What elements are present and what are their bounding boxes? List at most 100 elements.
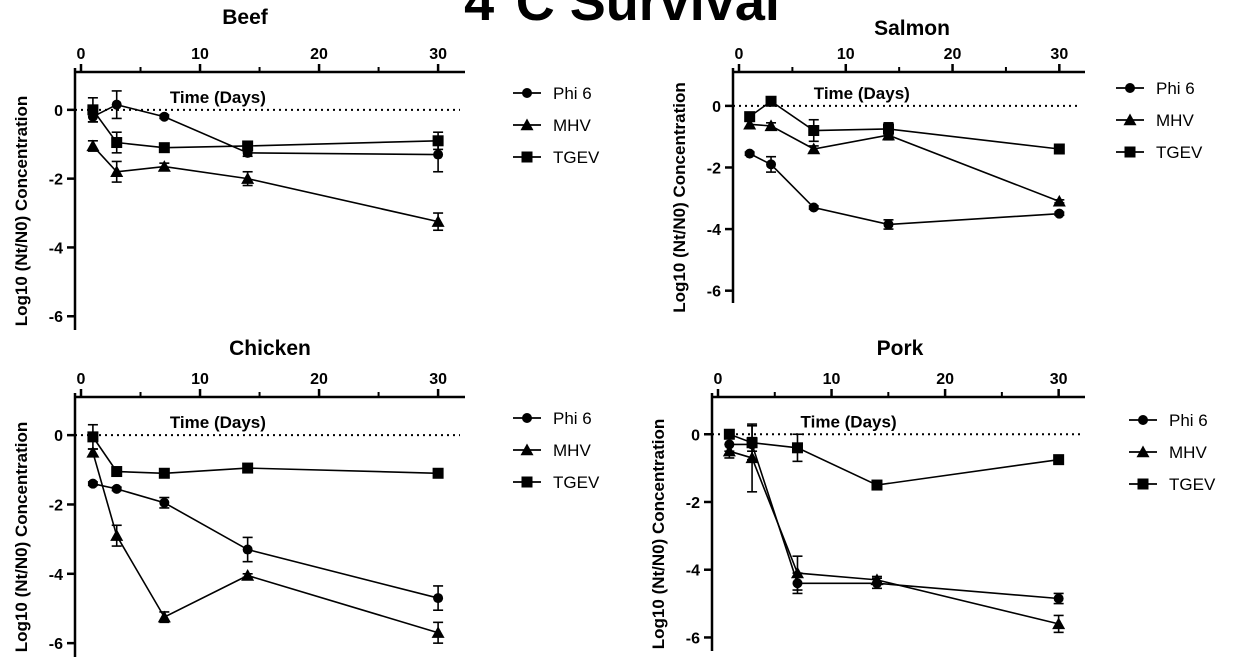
- data-point: [158, 142, 170, 154]
- data-point: [111, 466, 123, 478]
- series-line: [729, 443, 1059, 600]
- y-tick-label: -2: [707, 160, 721, 177]
- series-mhv: [86, 139, 445, 232]
- x-axis-label: Time (Days): [801, 412, 897, 431]
- series-line: [749, 152, 1060, 226]
- series-mhv: [86, 445, 445, 644]
- legend-label: MHV: [553, 116, 591, 135]
- series-phi-6: [724, 436, 1064, 605]
- y-tick-label: 0: [54, 428, 63, 445]
- legend-marker: [521, 151, 533, 163]
- legend-label: TGEV: [553, 473, 600, 492]
- data-point: [111, 99, 122, 110]
- series-line: [92, 145, 439, 223]
- data-point: [111, 137, 123, 149]
- x-axis-label: Time (Days): [170, 413, 266, 432]
- legend-marker: [520, 118, 534, 131]
- y-tick-label: -6: [707, 284, 721, 301]
- data-point: [157, 610, 171, 623]
- legend-marker: [1136, 445, 1150, 458]
- y-tick-label: -4: [707, 222, 721, 239]
- legend-marker: [1123, 113, 1137, 126]
- y-tick-label: -4: [49, 567, 63, 584]
- data-point: [746, 437, 758, 449]
- legend-label: MHV: [1156, 111, 1194, 130]
- legend-marker: [522, 88, 532, 98]
- y-tick-label: -4: [49, 240, 63, 257]
- data-point: [157, 160, 171, 172]
- y-axis-label: Log10 (Nt/N0) Concentration: [670, 82, 689, 312]
- legend-marker: [521, 476, 533, 488]
- y-tick-label: 0: [54, 103, 63, 120]
- legend-label: MHV: [1169, 443, 1207, 462]
- data-point: [241, 569, 255, 581]
- data-point: [1052, 617, 1066, 630]
- data-point: [790, 566, 804, 579]
- data-point: [87, 104, 99, 116]
- data-point: [159, 497, 170, 508]
- data-point: [241, 172, 255, 184]
- x-tick-label: 0: [714, 371, 723, 388]
- data-point: [87, 478, 98, 489]
- data-point: [242, 544, 253, 555]
- series-line: [92, 109, 439, 149]
- data-point: [766, 159, 777, 170]
- y-tick-label: 0: [712, 99, 721, 116]
- data-point: [882, 123, 894, 135]
- legend-marker: [1124, 146, 1136, 158]
- legend-marker: [1137, 478, 1149, 490]
- x-tick-label: 10: [191, 46, 209, 63]
- y-axis-label: Log10 (Nt/N0) Concentration: [12, 422, 31, 652]
- data-point: [242, 140, 254, 152]
- series-line: [92, 452, 439, 634]
- panel-chicken: Chicken 0 10 20 30 0 -2 -4 -6 Log10 (Nt/N0) Conce…: [12, 337, 600, 657]
- x-tick-label: 20: [310, 46, 328, 63]
- panel-title: Chicken: [229, 337, 311, 360]
- data-point: [431, 626, 445, 638]
- data-point: [808, 202, 819, 213]
- data-point: [723, 428, 735, 440]
- data-point: [744, 148, 755, 159]
- y-tick-label: -2: [49, 172, 63, 189]
- y-tick-label: -4: [686, 563, 700, 580]
- x-tick-label: 0: [77, 371, 86, 388]
- data-point: [743, 117, 757, 130]
- legend-label: Phi 6: [1156, 79, 1195, 98]
- data-point: [791, 442, 803, 454]
- data-point: [764, 119, 778, 132]
- data-point: [110, 165, 124, 177]
- x-tick-label: 0: [735, 46, 744, 63]
- panel-title: Pork: [877, 337, 924, 360]
- legend-marker: [520, 443, 534, 456]
- data-point: [807, 142, 821, 155]
- panel-title: Beef: [222, 6, 269, 29]
- y-tick-label: -2: [49, 497, 63, 514]
- panel-pork: Pork 0 10 20 30 0 -2 -4 -6 Log10 (Nt/N0) Concentr…: [649, 337, 1216, 651]
- data-point: [1054, 208, 1065, 219]
- y-tick-label: -6: [49, 636, 63, 653]
- x-tick-label: 10: [191, 371, 209, 388]
- legend-label: Phi 6: [553, 84, 592, 103]
- series-line: [92, 436, 439, 475]
- data-point: [158, 467, 170, 479]
- data-point: [86, 445, 100, 458]
- series-line: [729, 433, 1059, 486]
- x-axis-label: Time (Days): [814, 84, 910, 103]
- legend-label: TGEV: [553, 148, 600, 167]
- x-tick-label: 20: [936, 371, 954, 388]
- data-point: [870, 573, 884, 586]
- x-tick-label: 10: [837, 46, 855, 63]
- legend-label: Phi 6: [553, 409, 592, 428]
- data-point: [110, 529, 124, 541]
- legend-marker: [1138, 415, 1148, 425]
- data-point: [883, 219, 894, 230]
- series-mhv: [722, 423, 1066, 634]
- series-tgev: [744, 95, 1065, 155]
- y-tick-label: -6: [49, 309, 63, 326]
- data-point: [765, 95, 777, 107]
- x-tick-label: 30: [429, 46, 447, 63]
- x-tick-label: 20: [944, 46, 962, 63]
- y-tick-label: -2: [686, 495, 700, 512]
- x-tick-label: 30: [429, 371, 447, 388]
